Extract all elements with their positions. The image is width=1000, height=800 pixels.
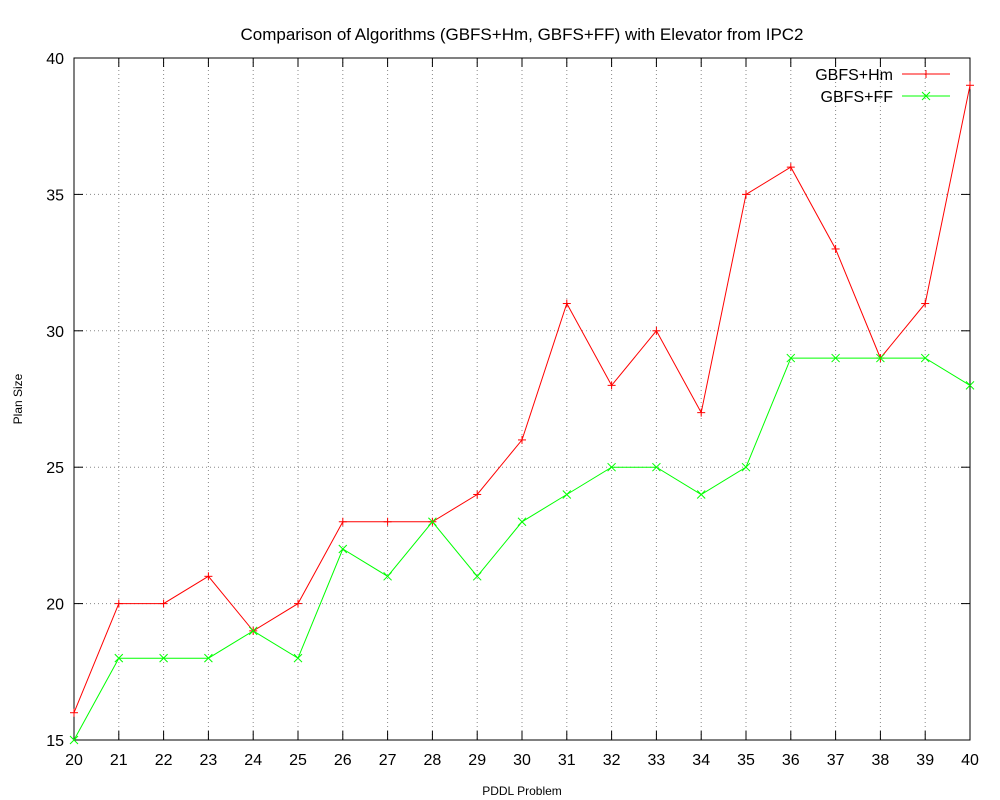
data-point [70,708,78,717]
data-point [652,462,661,472]
x-axis-label: PDDL Problem [482,784,562,798]
data-point [114,653,124,663]
data-point [159,599,168,608]
data-point [965,381,975,390]
data-point [204,653,213,663]
data-point [831,244,840,253]
y-tick-label: 35 [46,187,64,204]
y-tick-label: 15 [46,733,64,750]
data-point [966,81,974,90]
data-point [383,517,392,526]
x-tick-label: 24 [244,752,262,769]
data-point [696,490,706,499]
data-point [428,517,437,527]
x-tick-label: 39 [916,752,934,769]
x-tick-label: 29 [468,752,486,769]
x-tick-label: 28 [424,752,442,769]
data-point [383,571,392,581]
x-tick-label: 34 [692,752,710,769]
data-point [562,490,572,499]
chart-title: Comparison of Algorithms (GBFS+Hm, GBFS+… [240,25,803,44]
x-tick-label: 25 [289,752,307,769]
y-tick-label: 25 [46,460,64,477]
data-point [473,490,482,499]
legend-item: GBFS+Hm [815,67,950,84]
cross-marker [921,91,931,101]
x-tick-label: 37 [827,752,845,769]
x-tick-label: 22 [155,752,173,769]
data-point [114,599,123,608]
x-tick-label: 21 [110,752,128,769]
data-point [831,353,840,363]
y-tick-label: 30 [46,324,64,341]
axis-ticks: 20 21 22 23 24 25 26 27 28 29 30 31 32 33 34 35 36 37 38 39… [46,51,979,769]
series-gbfs-hm [70,81,974,717]
data-point [741,462,751,472]
x-tick-label: 36 [782,752,800,769]
legend-label: GBFS+Hm [815,67,893,84]
x-tick-label: 33 [648,752,666,769]
data-point [204,572,213,581]
x-tick-label: 35 [737,752,755,769]
data-point [786,353,796,363]
data-point [338,544,348,554]
data-point [69,735,79,745]
x-tick-label: 20 [65,752,83,769]
y-axis-label: Plan Size [11,373,25,424]
legend: GBFS+Hm GBFS+FF [815,67,950,106]
data-point [652,326,661,335]
x-tick-label: 27 [379,752,397,769]
y-tick-label: 40 [46,51,64,68]
data-point [293,653,303,663]
data-point [697,408,706,417]
data-point [742,190,750,199]
data-point [248,626,258,636]
data-point [921,299,930,308]
x-tick-label: 30 [513,752,531,769]
data-point [159,653,168,663]
data-point [517,517,527,527]
data-point [518,435,526,444]
data-point [562,299,571,308]
plus-marker [922,70,930,78]
x-tick-label: 32 [603,752,621,769]
data-point [472,571,482,581]
y-tick-label: 20 [46,597,64,614]
x-tick-label: 40 [961,752,979,769]
data-point [786,163,795,172]
legend-label: GBFS+FF [821,89,894,106]
x-tick-label: 31 [558,752,576,769]
legend-item: GBFS+FF [821,89,950,106]
data-point [338,517,347,526]
x-tick-label: 26 [334,752,352,769]
x-tick-label: 38 [872,752,890,769]
grid-lines [74,58,970,740]
data-point [607,462,616,472]
series-gbfs-ff [69,353,975,745]
data-point [876,353,885,363]
series-layer [69,81,975,745]
x-tick-label: 23 [200,752,218,769]
data-point [920,353,930,363]
data-point [607,381,616,390]
data-point [294,599,302,608]
